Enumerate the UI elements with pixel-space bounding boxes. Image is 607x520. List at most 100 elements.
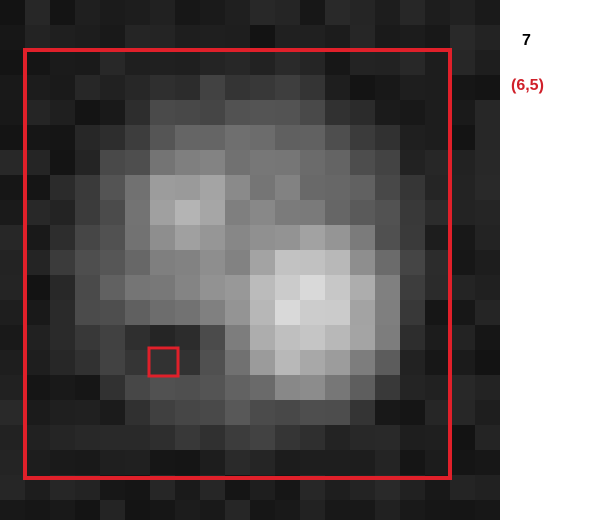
- pixel: [0, 75, 25, 100]
- pixel: [425, 325, 450, 350]
- pixel: [175, 400, 200, 425]
- pixel: [425, 400, 450, 425]
- pixel: [25, 450, 50, 475]
- pixel: [100, 175, 125, 200]
- pixel: [100, 275, 125, 300]
- pixel: [25, 150, 50, 175]
- pixel: [275, 225, 300, 250]
- pixel: [225, 300, 250, 325]
- pixel: [150, 125, 175, 150]
- pixel: [475, 350, 500, 375]
- pixel: [400, 225, 425, 250]
- pixel: [275, 150, 300, 175]
- pixel: [225, 425, 250, 450]
- pixel: [100, 75, 125, 100]
- pixel: [200, 75, 225, 100]
- pixel: [125, 50, 150, 75]
- pixel: [300, 75, 325, 100]
- pixel: [50, 225, 75, 250]
- pixel: [450, 400, 475, 425]
- pixel: [125, 75, 150, 100]
- pixel: [175, 100, 200, 125]
- digit-label: 7: [522, 32, 531, 49]
- pixel: [0, 150, 25, 175]
- pixel: [50, 375, 75, 400]
- pixel: [100, 450, 125, 475]
- pixel: [250, 75, 275, 100]
- pixel: [200, 175, 225, 200]
- pixel: [75, 25, 100, 50]
- pixel: [450, 50, 475, 75]
- pixel: [25, 300, 50, 325]
- pixel: [150, 375, 175, 400]
- pixel: [300, 175, 325, 200]
- pixel: [25, 500, 50, 520]
- pixel: [450, 425, 475, 450]
- pixel: [200, 350, 225, 375]
- pixel: [350, 50, 375, 75]
- pixel: [125, 500, 150, 520]
- pixel: [175, 425, 200, 450]
- pixel: [300, 50, 325, 75]
- pixel: [0, 100, 25, 125]
- pixel: [175, 375, 200, 400]
- pixel: [75, 75, 100, 100]
- pixel: [125, 375, 150, 400]
- pixel: [200, 300, 225, 325]
- pixel: [425, 200, 450, 225]
- pixel: [300, 25, 325, 50]
- pixel: [100, 150, 125, 175]
- pixel: [0, 350, 25, 375]
- pixel: [325, 250, 350, 275]
- pixel: [150, 150, 175, 175]
- pixel: [150, 250, 175, 275]
- pixel: [300, 225, 325, 250]
- pixel: [225, 400, 250, 425]
- pixel: [450, 250, 475, 275]
- pixel: [225, 100, 250, 125]
- pixel: [300, 100, 325, 125]
- pixel: [225, 0, 250, 25]
- pixel: [400, 275, 425, 300]
- pixel: [50, 75, 75, 100]
- pixel: [275, 175, 300, 200]
- pixel: [350, 275, 375, 300]
- pixel: [25, 375, 50, 400]
- pixel: [450, 275, 475, 300]
- pixel: [150, 425, 175, 450]
- pixel: [450, 100, 475, 125]
- pixel: [375, 25, 400, 50]
- pixel: [475, 225, 500, 250]
- pixel: [475, 0, 500, 25]
- pixel: [475, 175, 500, 200]
- pixel: [275, 250, 300, 275]
- pixel: [375, 250, 400, 275]
- pixel: [225, 175, 250, 200]
- pixel: [475, 375, 500, 400]
- pixel: [0, 175, 25, 200]
- pixel: [250, 200, 275, 225]
- pixel: [400, 175, 425, 200]
- pixel: [125, 325, 150, 350]
- pixel: [100, 375, 125, 400]
- pixel: [0, 300, 25, 325]
- pixel: [250, 300, 275, 325]
- pixel: [225, 325, 250, 350]
- pixel: [25, 125, 50, 150]
- pixel: [325, 125, 350, 150]
- pixel: [475, 125, 500, 150]
- pixel: [400, 250, 425, 275]
- pixel: [300, 375, 325, 400]
- pixel: [450, 25, 475, 50]
- pixel: [325, 400, 350, 425]
- pixel: [25, 350, 50, 375]
- pixel: [125, 175, 150, 200]
- pixel: [400, 50, 425, 75]
- pixel: [75, 325, 100, 350]
- pixel: [50, 350, 75, 375]
- pixel: [25, 50, 50, 75]
- pixel: [100, 250, 125, 275]
- pixel: [50, 200, 75, 225]
- pixel: [425, 25, 450, 50]
- selected-pixel-box: [147, 346, 180, 378]
